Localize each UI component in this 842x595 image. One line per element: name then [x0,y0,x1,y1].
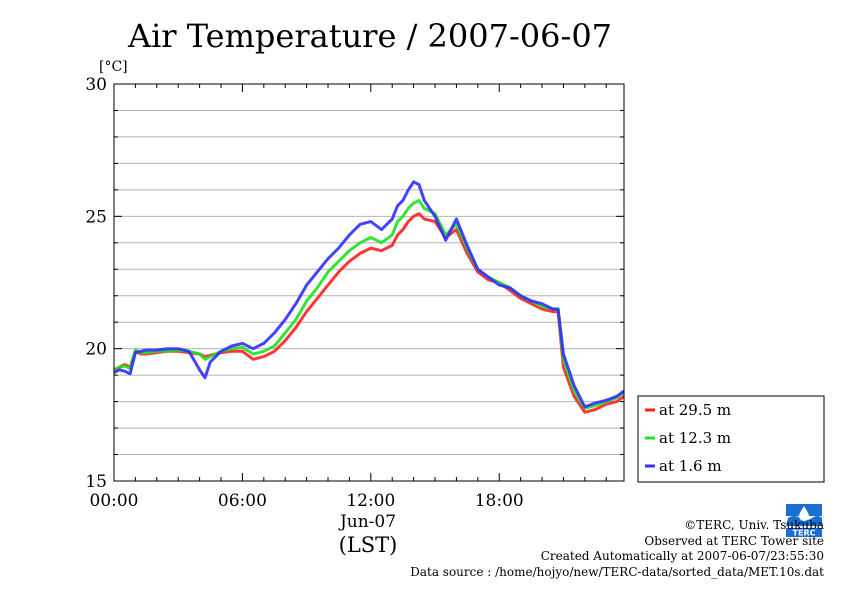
y-tick-label: 15 [85,472,107,492]
created-text: Created Automatically at 2007-06-07/23:5… [540,549,824,563]
logo-text: TERC [793,529,816,538]
observed-text: Observed at TERC Tower site [644,533,824,548]
series-line-at-12-3-m [113,199,625,410]
copyright-text: ©TERC, Univ. Tsukuba [684,518,824,532]
chart-title: Air Temperature / 2007-06-07 [127,17,612,55]
axes: 15 20 25 30 00:00 06:00 12:00 18:00 [85,75,624,511]
x-tick-label: 12:00 [346,491,395,511]
y-tick-label: 25 [85,207,107,227]
y-tick-label: 30 [85,75,107,95]
legend-label: at 12.3 m [659,429,731,447]
x-tick-label: 18:00 [475,491,524,511]
y-axis-label: [°C] [99,59,128,75]
legend-label: at 1.6 m [659,457,722,475]
series-line-at-1-6-m [113,180,625,409]
series-line-at-29-5-m [113,212,625,414]
legend-box [637,395,825,483]
x-tick-label: 06:00 [218,491,267,511]
plot-frame [113,83,625,482]
x-tick-label: 00:00 [90,491,139,511]
series-lines [113,180,625,414]
terc-logo: TERC [784,502,824,538]
legend: at 29.5 m at 12.3 m at 1.6 m [637,395,825,483]
x-axis-label: (LST) [339,533,398,557]
y-tick-label: 20 [85,340,107,360]
grid-lines [114,109,624,456]
x-date-label: Jun-07 [338,512,396,532]
data-source-text: Data source : /home/hojyo/new/TERC-data/… [410,564,824,579]
footer-info: ©TERC, Univ. Tsukuba Observed at TERC To… [364,518,824,580]
legend-label: at 29.5 m [659,401,731,419]
